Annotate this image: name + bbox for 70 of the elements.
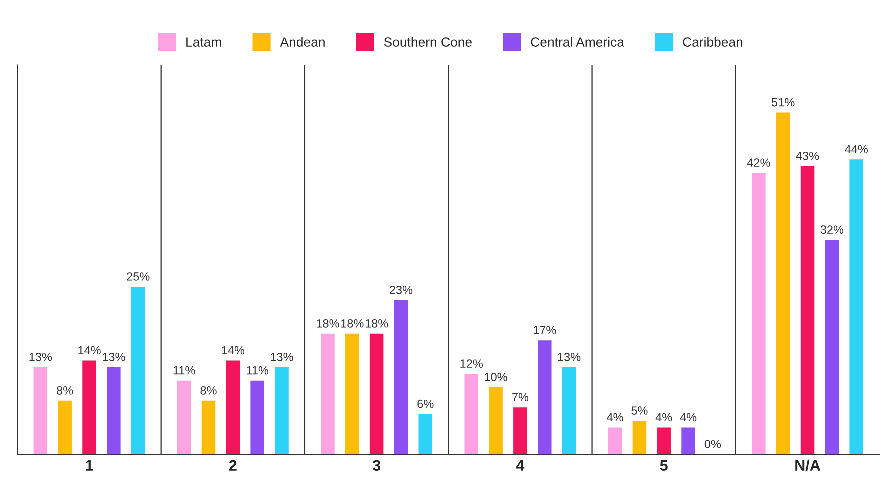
data-label: 10% [485, 373, 508, 382]
data-label: 13% [271, 352, 294, 362]
data-label: 7% [512, 393, 529, 402]
data-label: 17% [534, 326, 556, 334]
bar [250, 380, 264, 455]
bar [562, 367, 576, 455]
bar [346, 334, 360, 455]
x-tick-label: 4 [516, 460, 525, 471]
legend-label: Latam [186, 38, 222, 47]
bar [34, 367, 48, 455]
data-label: 51% [772, 98, 795, 107]
bar [752, 173, 766, 455]
data-label: 8% [200, 386, 217, 395]
data-label: 4% [656, 413, 672, 422]
data-label: 6% [418, 400, 434, 408]
bar [394, 300, 408, 455]
data-label: 13% [30, 352, 52, 362]
data-label: 11% [174, 366, 196, 375]
bar [608, 428, 622, 455]
bar [538, 340, 552, 455]
bar [850, 160, 864, 455]
data-label: 44% [845, 145, 868, 154]
bar [657, 428, 671, 455]
data-label: 23% [390, 286, 413, 294]
bar [800, 166, 815, 455]
bar [776, 112, 790, 455]
legend-label: Andean [280, 37, 325, 47]
bar [107, 367, 121, 455]
data-label: 13% [558, 352, 581, 362]
data-label: 32% [820, 226, 844, 234]
data-label: 14% [78, 346, 101, 355]
data-label: 4% [680, 413, 697, 422]
data-label: 18% [317, 319, 340, 328]
x-tick-label: 2 [229, 460, 237, 471]
bar [202, 400, 216, 455]
bar [489, 388, 503, 455]
x-tick-label: 5 [660, 460, 668, 472]
data-label: 0% [704, 440, 722, 448]
x-tick-label: N/A [796, 460, 821, 472]
data-label: 42% [747, 158, 770, 167]
bar [370, 334, 384, 455]
bar [226, 360, 240, 455]
x-tick-label: 1 [86, 460, 94, 471]
bar [131, 287, 146, 455]
bar [514, 408, 528, 455]
bar [321, 334, 335, 455]
data-label: 14% [222, 346, 245, 355]
data-label: 5% [632, 406, 648, 415]
bar [275, 367, 289, 455]
bar [464, 374, 478, 455]
bar [418, 414, 433, 455]
x-tick-label: 3 [372, 460, 380, 472]
data-label: 18% [341, 319, 364, 328]
data-label: 18% [366, 319, 388, 328]
bar [82, 360, 96, 455]
data-label: 43% [796, 152, 820, 160]
bar [58, 400, 72, 455]
bar [632, 421, 647, 455]
data-label: 8% [57, 386, 74, 395]
legend-label: Southern Cone [384, 37, 472, 47]
data-label: 25% [127, 272, 150, 281]
bar [177, 380, 192, 455]
bar [825, 240, 840, 455]
legend-label: Caribbean [683, 37, 743, 47]
data-label: 13% [103, 352, 126, 362]
bar [682, 428, 696, 455]
data-label: 12% [460, 360, 484, 368]
data-label: 11% [247, 366, 269, 375]
data-label: 4% [607, 413, 624, 422]
legend-label: Central America [531, 37, 624, 47]
